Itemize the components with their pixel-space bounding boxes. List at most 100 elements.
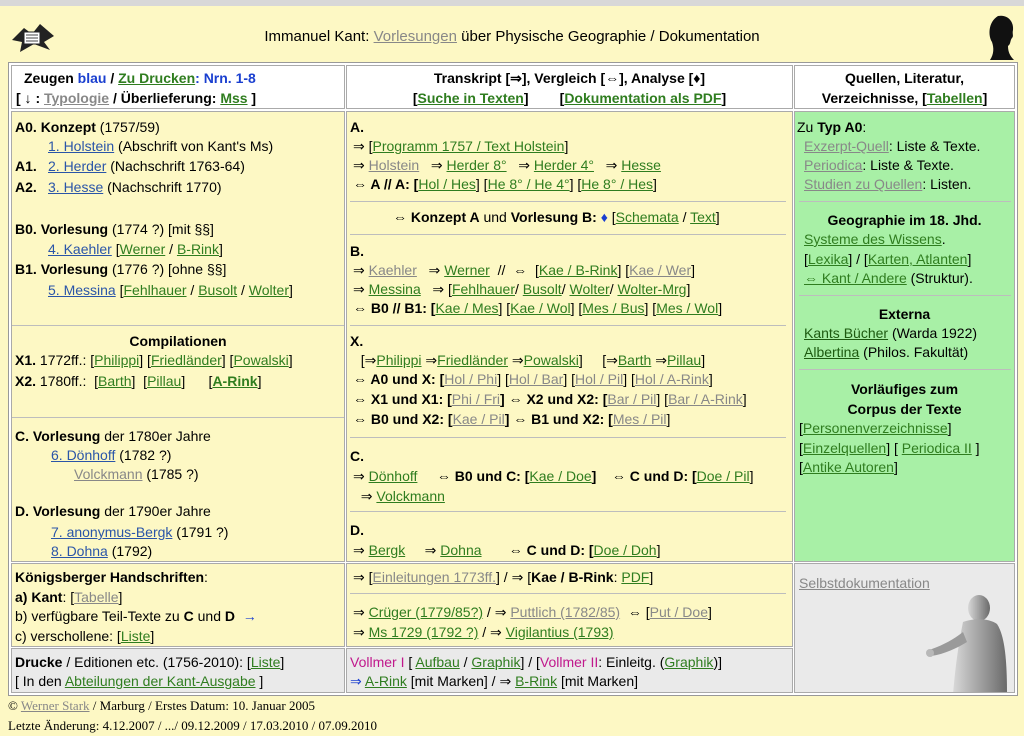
lexika-link[interactable]: Lexika: [807, 251, 849, 267]
vollmer-i-link[interactable]: Vollmer I: [350, 654, 405, 670]
exzerpt-quell-link[interactable]: Exzerpt-Quell: [804, 138, 889, 154]
pdf-link[interactable]: PDF: [621, 569, 650, 585]
messina-transkript-link[interactable]: Messina: [368, 281, 421, 297]
drucke-liste-link[interactable]: Liste: [250, 654, 281, 670]
kant-andere-link[interactable]: ⇔ Kant / Andere: [804, 270, 907, 286]
text-link[interactable]: Text: [690, 209, 716, 225]
he8-he4-link[interactable]: He 8° / He 4°: [487, 176, 570, 192]
hol-arink-link[interactable]: Hol / A-Rink: [634, 371, 709, 387]
abteilungen-link[interactable]: Abteilungen der Kant-Ausgabe: [64, 673, 256, 689]
kants-buecher-link[interactable]: Kants Bücher: [804, 325, 889, 341]
crueger-link[interactable]: Crüger (1779/85?): [368, 604, 484, 620]
systeme-wissens-link[interactable]: Systeme des Wissens: [804, 231, 942, 247]
graphik2-link[interactable]: Graphik: [664, 654, 714, 670]
holstein-link[interactable]: 1. Holstein: [48, 138, 115, 154]
typologie-link[interactable]: Typologie: [44, 90, 110, 106]
werner-transkript-link[interactable]: Werner: [444, 262, 490, 278]
kae-wol-link[interactable]: Kae / Wol: [510, 300, 571, 316]
fehlhauer-transkript-link[interactable]: Fehlhauer: [451, 281, 515, 297]
kae-brink-link[interactable]: Kae / B-Rink: [538, 262, 618, 278]
messina-link[interactable]: 5. Messina: [48, 282, 116, 298]
tabelle-link[interactable]: Tabelle: [74, 589, 119, 605]
doenhoff-link[interactable]: 6. Dönhoff: [51, 447, 116, 463]
volckmann-link[interactable]: Volckmann: [74, 466, 143, 482]
herder8-link[interactable]: Herder 8°: [446, 157, 507, 173]
programm-1757-link[interactable]: Programm 1757 / Text Holstein: [372, 138, 565, 154]
volckmann-transkript-link[interactable]: Volckmann: [376, 488, 445, 504]
put-doe-link[interactable]: Put / Doe: [649, 604, 708, 620]
mes-bus-link[interactable]: Mes / Bus: [582, 300, 645, 316]
selbstdokumentation-link[interactable]: Selbstdokumentation: [799, 575, 930, 591]
pillau-link[interactable]: Pillau: [147, 373, 182, 389]
hol-hes-link[interactable]: Hol / Hes: [418, 176, 476, 192]
kae-doe-link[interactable]: Kae / Doe: [529, 468, 592, 484]
tabellen-link[interactable]: Tabellen: [926, 90, 983, 106]
philippi-link[interactable]: Philippi: [94, 352, 140, 368]
powalski-transkript-link[interactable]: Powalski: [523, 352, 579, 368]
mes-wol-link[interactable]: Mes / Wol: [656, 300, 719, 316]
a-rink-link[interactable]: A-Rink: [212, 373, 258, 389]
bar-arink-link[interactable]: Bar / A-Rink: [668, 391, 743, 407]
hol-phi-link[interactable]: Hol / Phi: [444, 371, 498, 387]
studien-quellen-link[interactable]: Studien zu Quellen: [804, 176, 923, 192]
puttlich-link[interactable]: Puttlich (1782/85): [510, 604, 621, 620]
vigilantius-link[interactable]: Vigilantius (1793): [505, 624, 614, 640]
einleitungen-link[interactable]: Einleitungen 1773ff.: [372, 569, 497, 585]
doe-doh-link[interactable]: Doe / Doh: [593, 542, 657, 558]
personenverzeichnisse-link[interactable]: Personenverzeichnisse: [802, 420, 948, 436]
wolter-transkript-link[interactable]: Wolter: [569, 281, 610, 297]
mss-link[interactable]: Mss: [220, 90, 248, 106]
werner-stark-link[interactable]: Werner Stark: [20, 698, 90, 713]
kaehler-transkript-link[interactable]: Kaehler: [368, 262, 417, 278]
hesse-link[interactable]: 3. Hesse: [48, 179, 104, 195]
liste-link[interactable]: Liste: [120, 628, 151, 644]
werner-link[interactable]: Werner: [119, 241, 166, 257]
busolt-link[interactable]: Busolt: [198, 282, 238, 298]
herder-link[interactable]: 2. Herder: [48, 158, 107, 174]
herder4-link[interactable]: Herder 4°: [533, 157, 594, 173]
doe-pil-link[interactable]: Doe / Pil: [696, 468, 750, 484]
schemata-link[interactable]: Schemata: [615, 209, 679, 225]
antike-autoren-link[interactable]: Antike Autoren: [802, 459, 894, 475]
friedlaender-transkript-link[interactable]: Friedländer: [437, 352, 508, 368]
wolter-link[interactable]: Wolter: [248, 282, 289, 298]
bar-pil-link[interactable]: Bar / Pil: [607, 391, 657, 407]
bergk-transkript-link[interactable]: Bergk: [368, 542, 406, 558]
pdf-doku-link[interactable]: Dokumentation als PDF: [564, 90, 722, 106]
he8-hes-link[interactable]: He 8° / Hes: [581, 176, 654, 192]
aufbau-link[interactable]: Aufbau: [415, 654, 460, 670]
zu-drucken-link[interactable]: Zu Drucken: [118, 70, 196, 86]
b-rink-link[interactable]: B-Rink: [176, 241, 219, 257]
arrow-right-icon[interactable]: →: [235, 608, 257, 624]
mes-pil-link[interactable]: Mes / Pil: [612, 411, 667, 427]
ms1729-link[interactable]: Ms 1729 (1792 ?): [368, 624, 479, 640]
phi-fri-link[interactable]: Phi / Fri: [451, 391, 501, 407]
hol-bar-link[interactable]: Hol / Bar: [508, 371, 564, 387]
hol-pil-link[interactable]: Hol / Pil: [575, 371, 624, 387]
bergk-link[interactable]: 7. anonymus-Bergk: [51, 524, 173, 540]
doenhoff-transkript-link[interactable]: Dönhoff: [368, 468, 418, 484]
kaehler-link[interactable]: 4. Kaehler: [48, 241, 112, 257]
dohna-link[interactable]: 8. Dohna: [51, 543, 108, 559]
a-rink-marken-link[interactable]: A-Rink: [364, 673, 407, 689]
barth-link[interactable]: Barth: [98, 373, 132, 389]
powalski-link[interactable]: Powalski: [233, 352, 289, 368]
barth-transkript-link[interactable]: Barth: [617, 352, 652, 368]
hesse-transkript-link[interactable]: Hesse: [621, 157, 661, 173]
b-rink-marken-link[interactable]: B-Rink: [515, 673, 558, 689]
kae-mes-link[interactable]: Kae / Mes: [435, 300, 499, 316]
busolt-transkript-link[interactable]: Busolt: [522, 281, 562, 297]
holstein-transkript-link[interactable]: Holstein: [368, 157, 420, 173]
einzelquellen-link[interactable]: Einzelquellen: [802, 440, 887, 456]
periodica-link[interactable]: Periodica: [804, 157, 863, 173]
suche-link[interactable]: Suche in Texten: [417, 90, 524, 106]
title-vorlesungen-link[interactable]: Vorlesungen: [373, 28, 457, 45]
friedlaender-link[interactable]: Friedländer: [150, 352, 222, 368]
pillau-transkript-link[interactable]: Pillau: [666, 352, 702, 368]
kae-wer-link[interactable]: Kae / Wer: [629, 262, 692, 278]
kae-pil-link[interactable]: Kae / Pil: [452, 411, 505, 427]
fehlhauer-link[interactable]: Fehlhauer: [123, 282, 187, 298]
albertina-link[interactable]: Albertina: [804, 344, 860, 360]
periodica-ii-link[interactable]: Periodica II: [901, 440, 972, 456]
dohna-transkript-link[interactable]: Dohna: [440, 542, 482, 558]
